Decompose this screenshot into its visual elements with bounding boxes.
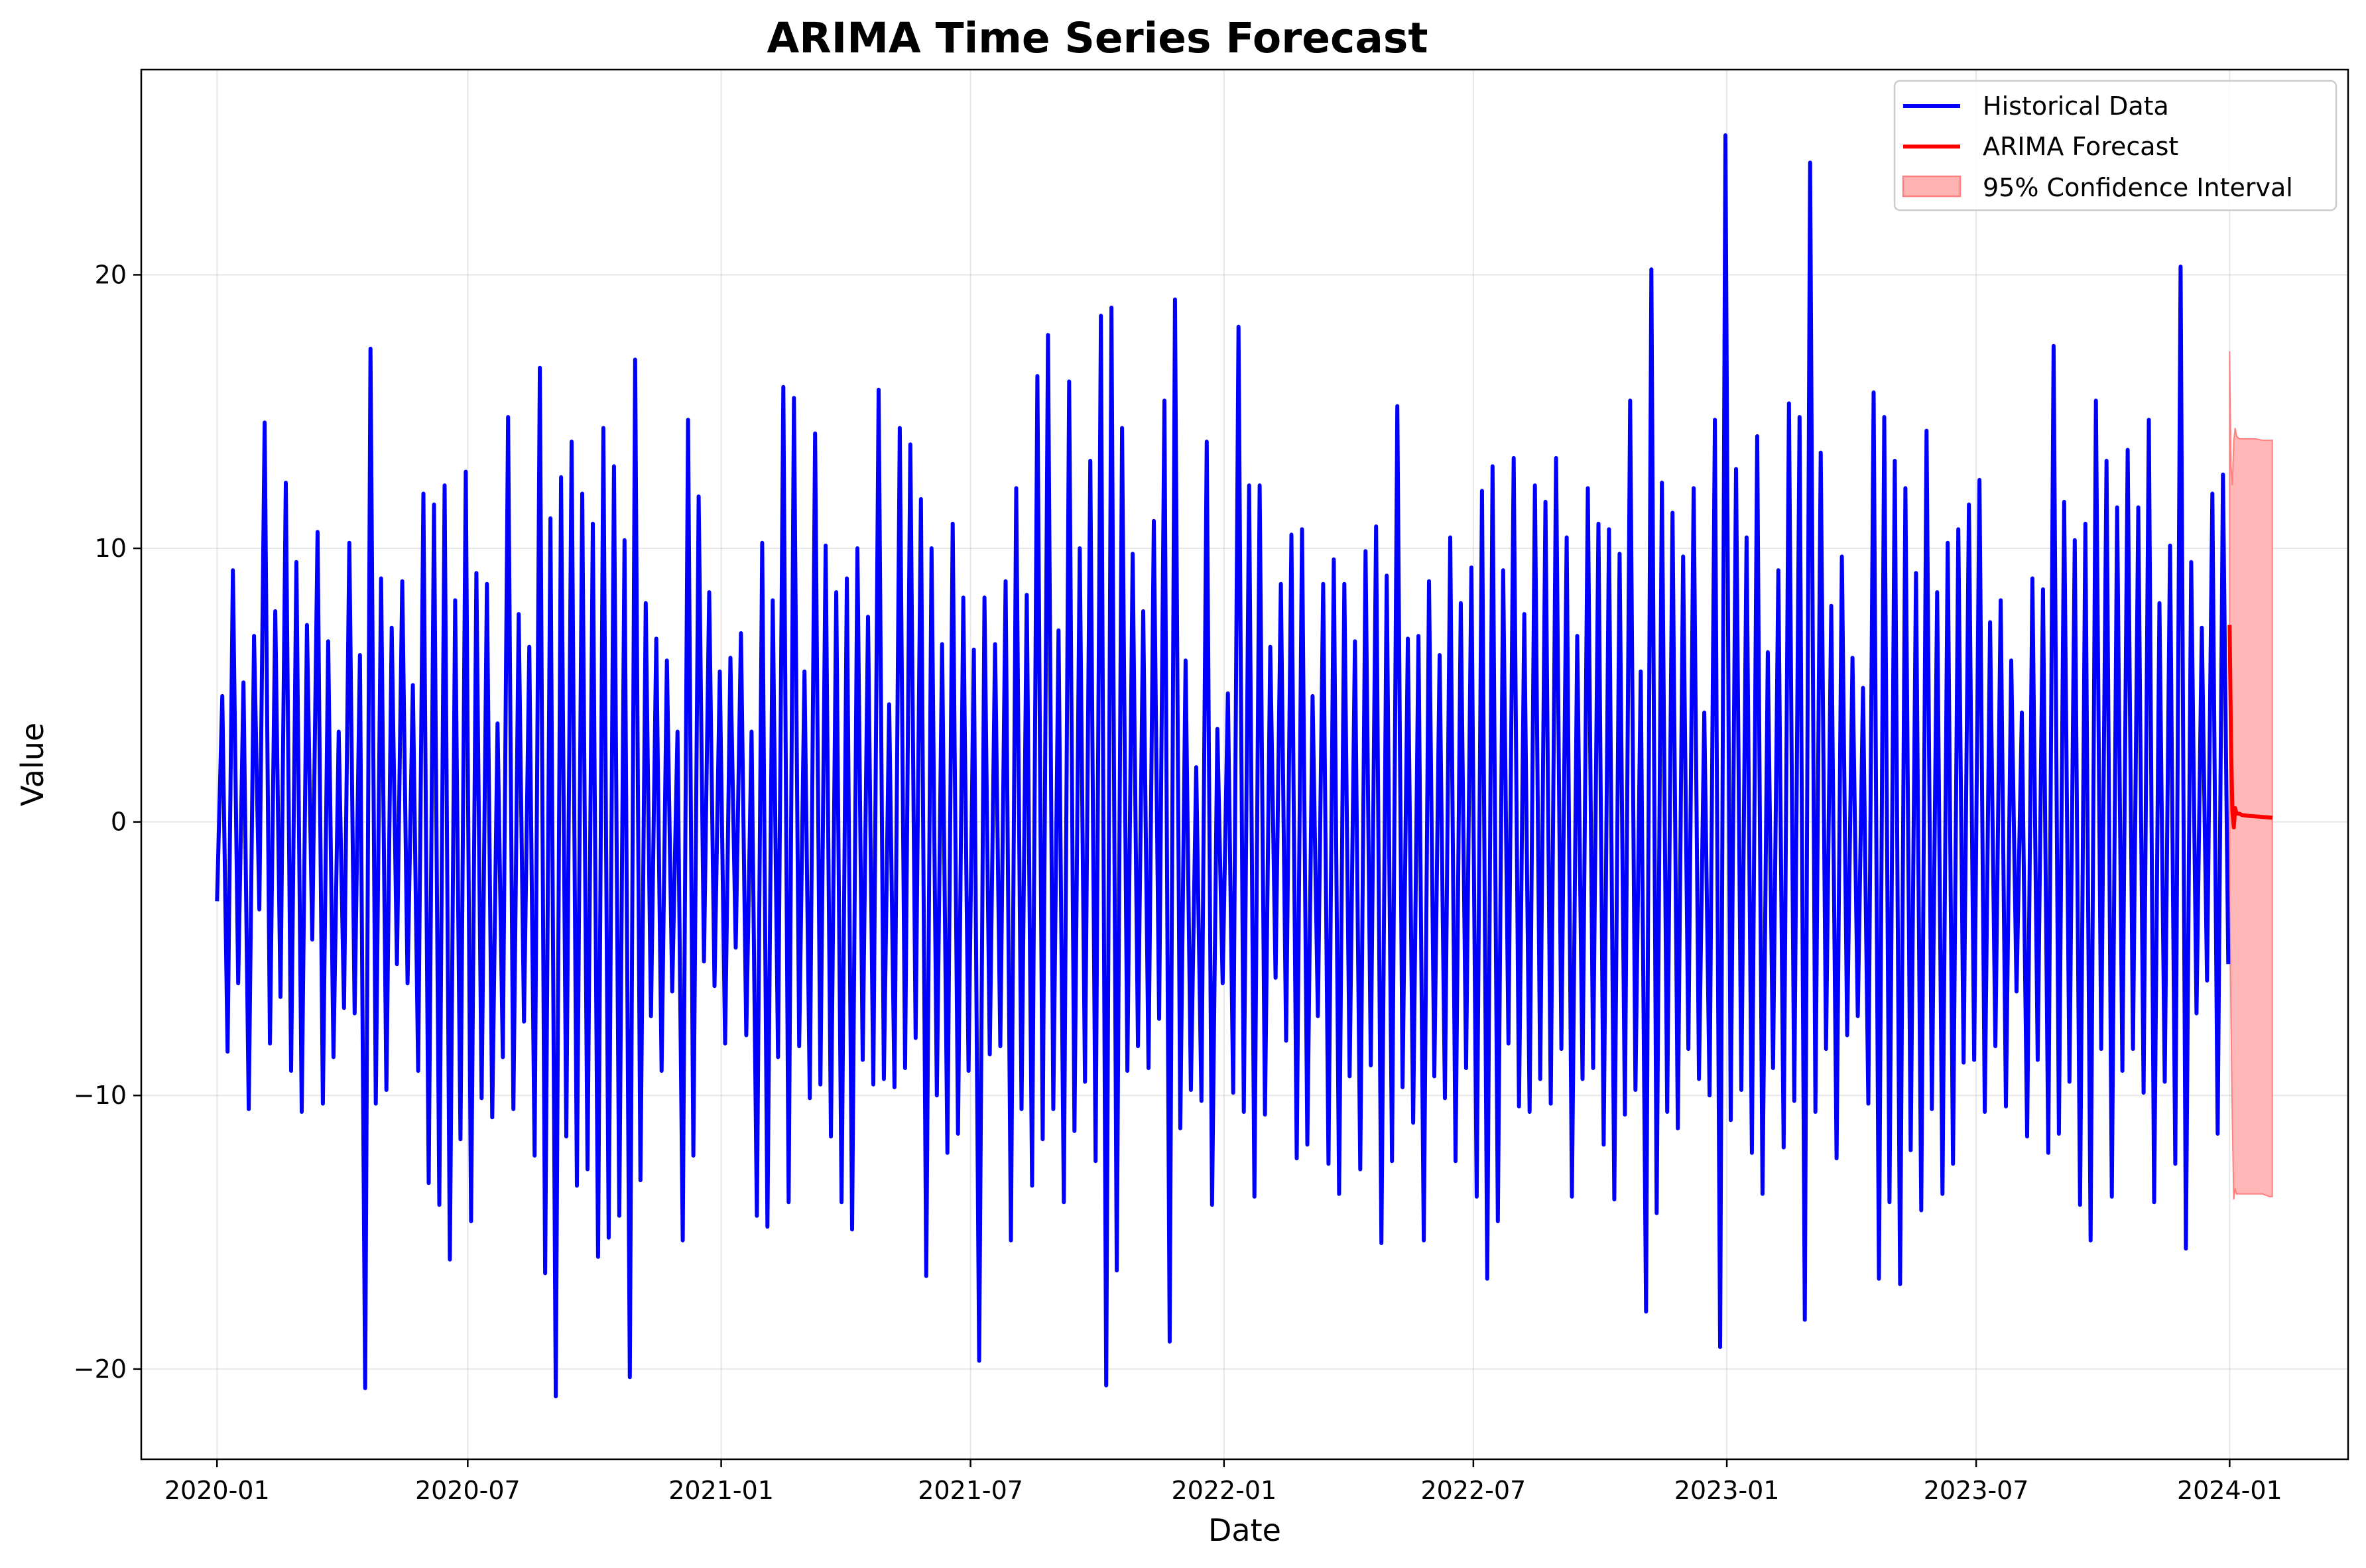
legend-label-historical: Historical Data — [1983, 91, 2169, 121]
y-tick-label: 10 — [95, 534, 127, 563]
y-tick-label: 0 — [111, 808, 127, 837]
y-tick-label: −20 — [74, 1355, 127, 1384]
x-tick-label: 2021-01 — [668, 1476, 774, 1505]
x-tick-label: 2022-07 — [1420, 1476, 1526, 1505]
x-axis-label: Date — [1208, 1512, 1281, 1548]
plot-area-frame — [140, 68, 2349, 1461]
confidence-band-layer — [2229, 351, 2273, 1200]
legend-frame — [1893, 80, 2337, 211]
x-tick-label: 2024-01 — [2177, 1476, 2282, 1505]
legend-label-confidence-interval: 95% Confidence Interval — [1983, 173, 2293, 202]
legend: Historical Data ARIMA Forecast 95% Confi… — [1893, 80, 2337, 211]
historical-series-layer — [215, 133, 2231, 1399]
chart-title: ARIMA Time Series Forecast — [767, 14, 1428, 62]
x-tick-label: 2021-07 — [918, 1476, 1023, 1505]
forecast-series-layer — [2227, 625, 2273, 829]
y-tick-label: −10 — [74, 1081, 127, 1110]
x-tick-label: 2023-07 — [1924, 1476, 2029, 1505]
x-tick-label: 2020-07 — [415, 1476, 521, 1505]
historical-data-line — [215, 133, 2231, 1399]
y-axis-ticks: −20 −10 0 10 20 — [74, 260, 141, 1384]
confidence-interval-band — [2229, 351, 2273, 1200]
x-tick-label: 2023-01 — [1674, 1476, 1780, 1505]
y-axis-label: Value — [15, 723, 50, 806]
x-axis-ticks: 2020-01 2020-07 2021-01 2021-07 2022-01 2022-… — [164, 1459, 2282, 1505]
legend-swatch-confidence-interval — [1902, 175, 1961, 198]
y-tick-label: 20 — [95, 260, 127, 289]
x-tick-label: 2022-01 — [1171, 1476, 1276, 1505]
legend-label-forecast: ARIMA Forecast — [1983, 132, 2178, 161]
arima-forecast-line — [2227, 625, 2273, 829]
x-tick-label: 2020-01 — [164, 1476, 270, 1505]
